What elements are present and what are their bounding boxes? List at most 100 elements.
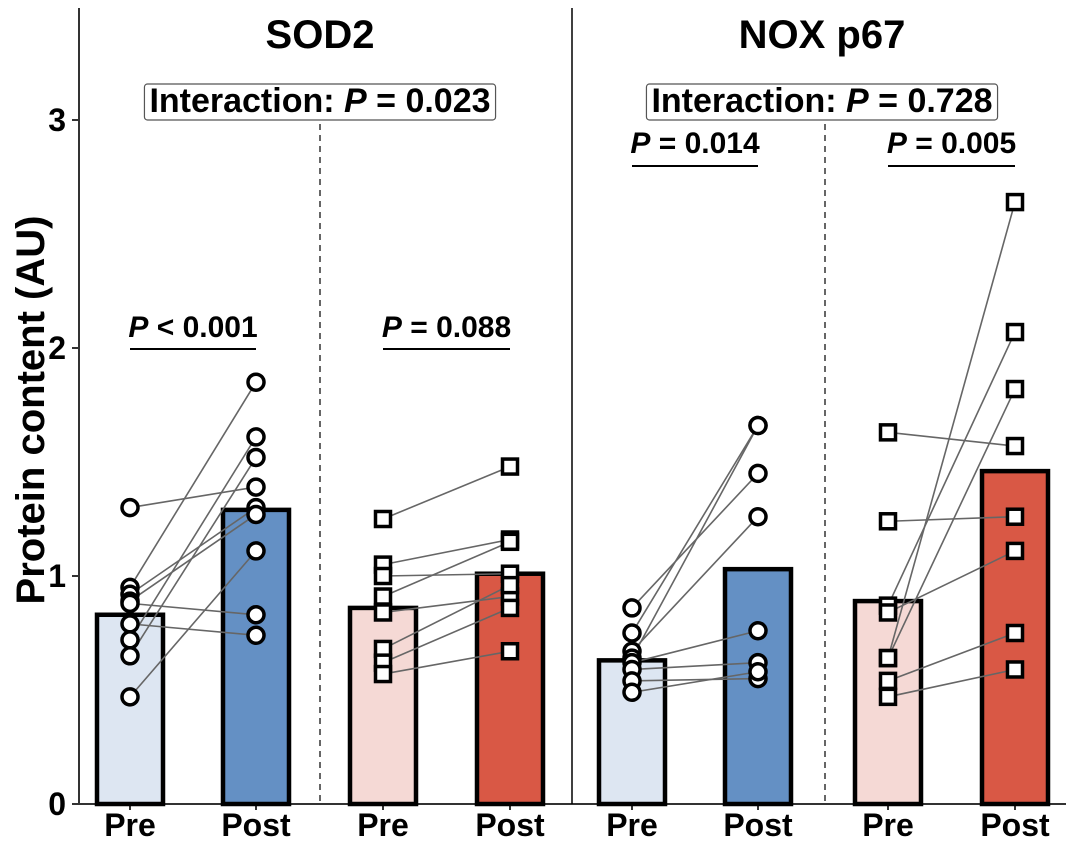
paired-line: [382, 584, 511, 650]
interaction-p-value: = 0.728: [869, 82, 993, 120]
square-point-post: [1005, 379, 1025, 399]
circle-point-post: [748, 463, 768, 484]
panel-title: SOD2: [266, 13, 375, 57]
interaction-label: Interaction: P = 0.023: [149, 82, 490, 120]
paired-line: [887, 388, 1016, 659]
x-tick-label: Pre: [606, 807, 658, 843]
p-value: < 0.001: [148, 311, 257, 344]
square-point-post: [1005, 436, 1025, 456]
paired-line: [382, 465, 511, 520]
square-point-post: [500, 641, 520, 661]
square-point-pre: [373, 603, 393, 622]
x-tick-label: Post: [723, 807, 793, 843]
square-point-post: [500, 598, 520, 618]
circle-point-post: [748, 620, 768, 641]
p-symbol: P: [630, 127, 651, 160]
paired-line: [382, 607, 511, 664]
square-point-pre: [878, 687, 898, 707]
x-tick-label: Pre: [104, 807, 156, 843]
circle-point-pre: [120, 593, 140, 614]
p-symbol: P: [382, 311, 403, 344]
p-value-label: P < 0.001: [128, 311, 257, 344]
circle-point-post: [246, 504, 266, 525]
interaction-p-value: = 0.023: [367, 82, 491, 120]
square-point-post: [1005, 507, 1025, 526]
circle-point-post: [748, 506, 768, 527]
circle-point-post: [246, 427, 266, 447]
square-point-pre: [373, 566, 393, 586]
circle-point-pre: [120, 614, 140, 634]
circle-point-post: [246, 477, 266, 497]
interaction-prefix: Interaction:: [651, 82, 846, 120]
paired-line: [887, 331, 1016, 606]
circle-point-post: [246, 625, 266, 646]
paired-line: [129, 486, 257, 509]
paired-line: [129, 457, 257, 657]
y-tick-label: 2: [48, 330, 66, 366]
paired-line: [887, 201, 1016, 659]
circle-point-pre: [622, 598, 642, 618]
square-point-pre: [878, 512, 898, 531]
circle-point-post: [748, 415, 768, 436]
interaction-prefix: Interaction:: [149, 82, 344, 120]
interaction-p-symbol: P: [344, 82, 367, 120]
paired-line: [887, 668, 1016, 698]
circle-point-post: [246, 447, 266, 468]
paired-line: [129, 550, 257, 698]
square-point-post: [1005, 623, 1025, 643]
paired-line: [631, 670, 759, 694]
bar-post: [220, 507, 292, 807]
square-point-pre: [373, 664, 393, 684]
circle-point-pre: [120, 630, 140, 650]
square-point-post: [500, 575, 520, 595]
paired-line: [887, 632, 1016, 682]
square-point-post: [1005, 660, 1025, 679]
interaction-label: Interaction: P = 0.728: [651, 82, 992, 120]
p-value-label: P = 0.005: [887, 127, 1016, 160]
paired-lines: [129, 201, 1016, 698]
paired-line: [382, 541, 511, 598]
paired-line: [382, 538, 511, 566]
p-value-label: P = 0.014: [630, 127, 760, 160]
y-tick-label: 3: [48, 102, 66, 138]
circle-point-pre: [120, 687, 140, 707]
circle-point-post: [246, 605, 266, 625]
paired-line: [129, 623, 257, 637]
paired-line: [887, 550, 1016, 614]
y-tick-label: 0: [48, 786, 66, 822]
paired-line: [887, 431, 1016, 447]
data-points: [120, 192, 1025, 707]
paired-line: [631, 677, 759, 682]
square-point-post: [500, 457, 520, 476]
x-tick-label: Pre: [357, 807, 409, 843]
interaction-box: [645, 83, 999, 121]
circle-point-post: [246, 372, 266, 392]
axes: 0 1 2 3 Pre Post Pre Post Pre Post Pre Post: [48, 8, 1066, 843]
square-point-pre: [373, 587, 393, 606]
panel-title: NOX p67: [739, 13, 906, 57]
p-symbol: P: [128, 311, 149, 344]
square-point-post: [500, 532, 520, 552]
paired-line: [631, 661, 759, 671]
x-tick-label: Post: [980, 807, 1050, 843]
square-point-post: [1005, 192, 1025, 212]
x-tick-label: Post: [475, 807, 545, 843]
p-value: = 0.005: [907, 127, 1016, 160]
circle-point-pre: [120, 497, 140, 518]
paired-line: [631, 516, 759, 652]
circle-point-pre: [622, 623, 642, 643]
interaction-box: [143, 83, 497, 121]
paired-line: [382, 595, 511, 614]
circle-point-pre: [120, 646, 140, 666]
square-point-post: [1005, 541, 1025, 561]
square-point-pre: [878, 671, 898, 691]
circle-point-post: [246, 541, 266, 561]
square-point-pre: [878, 423, 898, 442]
square-point-pre: [878, 603, 898, 622]
square-point-pre: [373, 509, 393, 529]
paired-line: [887, 515, 1016, 523]
p-value: = 0.014: [650, 127, 760, 160]
square-point-post: [1005, 322, 1025, 342]
paired-line: [631, 629, 759, 664]
